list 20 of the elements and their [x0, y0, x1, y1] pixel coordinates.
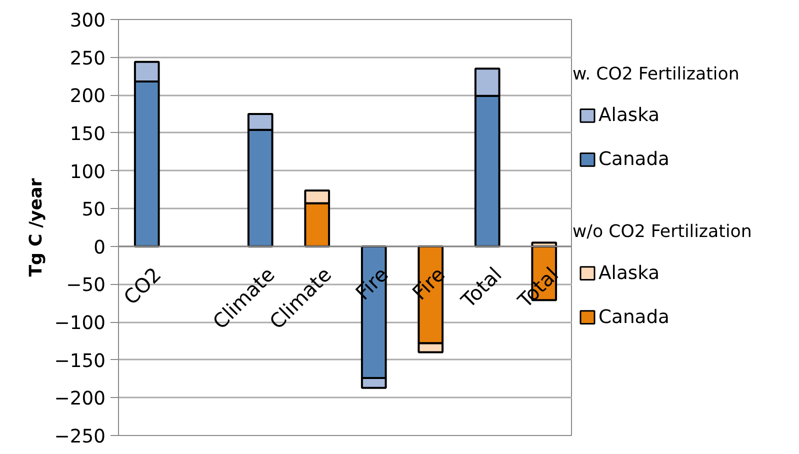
legend-label: Canada	[598, 149, 670, 170]
y-axis-title: Tg C /year	[26, 178, 46, 277]
y-tick-label: 50	[82, 200, 106, 221]
legend-label: Alaska	[598, 105, 660, 126]
y-tick-label: 250	[70, 48, 106, 70]
y-tick-label: 150	[70, 124, 106, 145]
y-tick-label: 200	[70, 86, 106, 108]
annotation: w/o CO2 Fertilization	[572, 222, 752, 242]
y-tick-label: 100	[70, 162, 106, 183]
y-tick-label: 0	[94, 237, 106, 258]
y-tick-label: 300	[70, 10, 106, 32]
y-tick-label: −200	[54, 388, 106, 410]
y-tick-label: −50	[66, 275, 106, 296]
y-tick-label: −250	[54, 426, 106, 448]
x-tick-label: CO2	[118, 262, 166, 310]
y-tick-label: −150	[54, 350, 106, 372]
annotation: w. CO2 Fertilization	[572, 64, 740, 84]
y-tick-label: −100	[54, 313, 106, 334]
legend-label: Canada	[598, 306, 670, 328]
legend-label: Alaska	[598, 262, 660, 284]
